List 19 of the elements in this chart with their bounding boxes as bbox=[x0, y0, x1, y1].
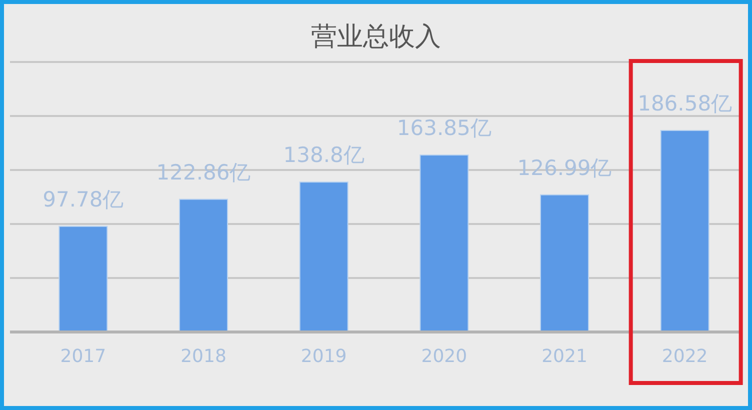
data-label: 126.99亿 bbox=[517, 156, 612, 180]
data-label: 138.8亿 bbox=[283, 143, 364, 168]
bar bbox=[299, 182, 348, 332]
bar bbox=[179, 198, 228, 332]
bar bbox=[58, 226, 108, 332]
bar bbox=[660, 130, 710, 332]
bar bbox=[420, 154, 469, 332]
data-label: 163.85亿 bbox=[396, 116, 492, 140]
data-label: 186.58亿 bbox=[638, 91, 732, 116]
x-tick-label: 2019 bbox=[300, 346, 347, 367]
data-label: 97.78亿 bbox=[42, 187, 124, 212]
x-tick-label: 2017 bbox=[60, 346, 106, 367]
x-tick-label: 2018 bbox=[180, 346, 226, 367]
bar bbox=[540, 194, 589, 332]
x-tick-label: 2021 bbox=[542, 346, 588, 367]
x-tick-label: 2020 bbox=[421, 346, 468, 367]
data-label: 122.86亿 bbox=[156, 160, 251, 184]
chart-title: 营业总收入 bbox=[311, 22, 441, 52]
x-tick-label: 2022 bbox=[662, 346, 708, 367]
